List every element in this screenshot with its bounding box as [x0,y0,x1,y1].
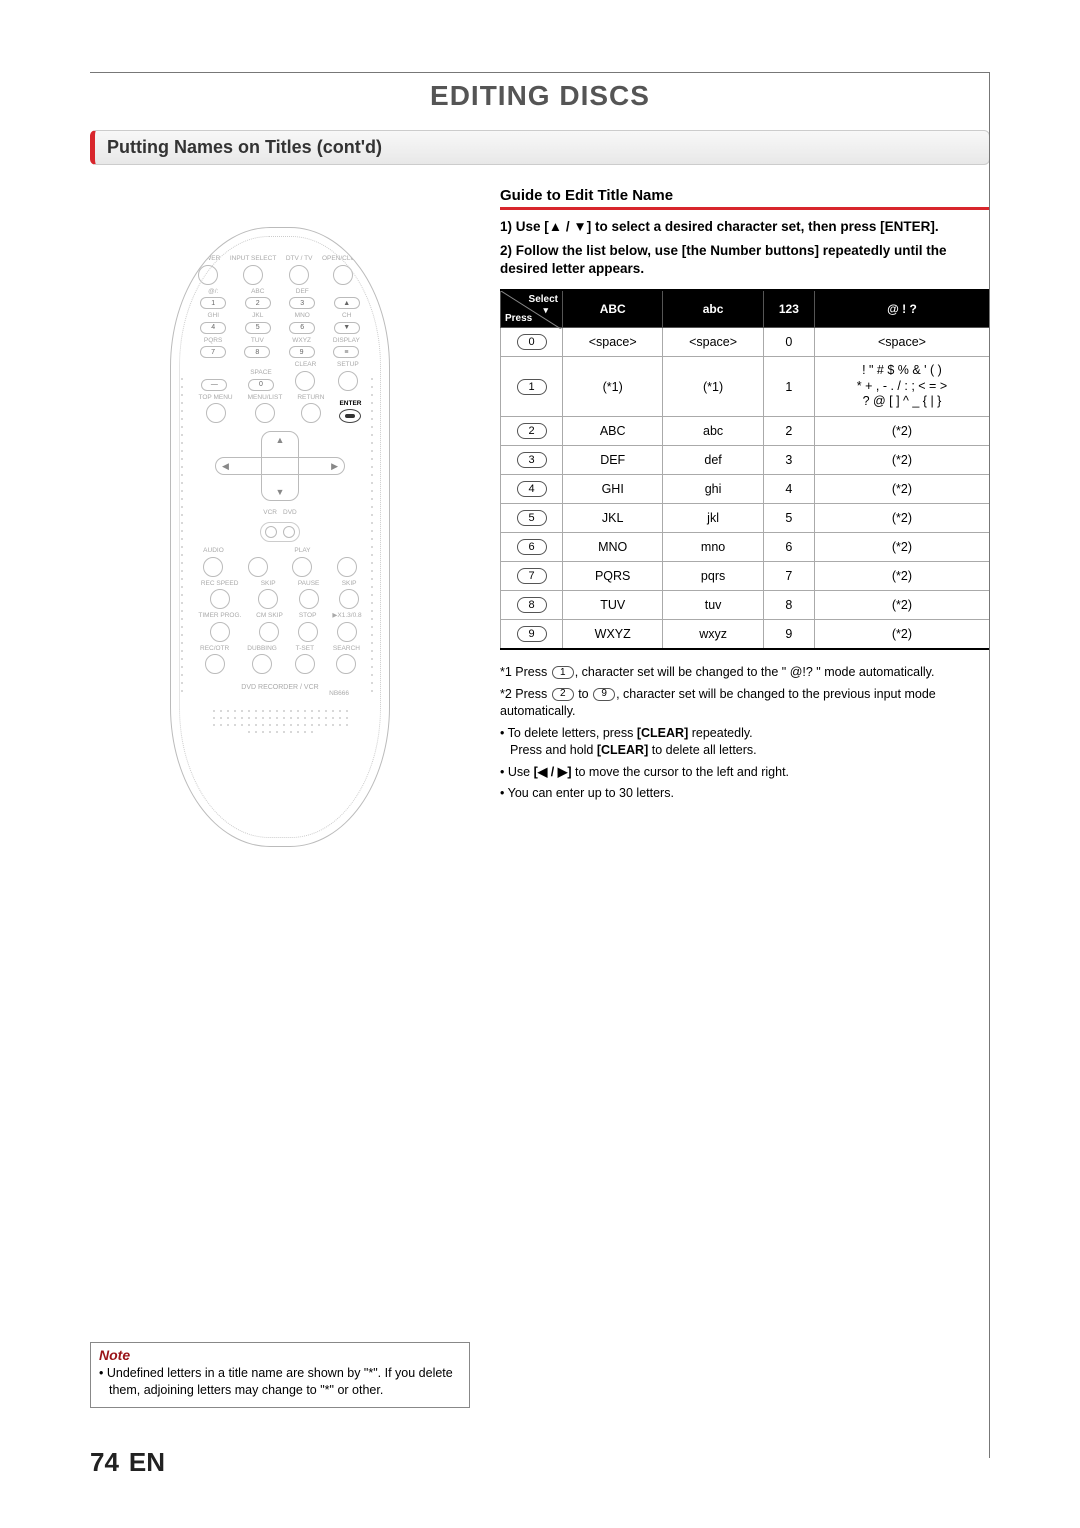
key-2-icon: 2 [552,688,574,701]
table-row: 6MNOmno6(*2) [501,533,990,562]
note-text: • Undefined letters in a title name are … [91,1365,469,1407]
remote-illustration: POWER INPUT SELECT DTV / TV OPEN/CLOSE @… [170,227,390,847]
table-cell: ! " # $ % & ' ( )* + , - . / : ; < = >? … [814,357,989,417]
table-cell: TUV [563,591,663,620]
table-cell: 3 [763,446,814,475]
table-cell: (*2) [814,591,989,620]
keycap-icon: 8 [517,597,547,613]
keycap-icon: 9 [517,626,547,642]
page-title: EDITING DISCS [90,80,990,112]
table-row: 1(*1)(*1)1! " # $ % & ' ( )* + , - . / :… [501,357,990,417]
remote-dots-left [181,378,189,692]
col-header: @ ! ? [814,290,989,328]
keycap-icon: 6 [517,539,547,555]
keycap-icon: 5 [517,510,547,526]
table-row: 7PQRSpqrs7(*2) [501,562,990,591]
table-diag-header: Select ▾ Press [501,290,563,328]
top-rule [90,72,990,73]
table-cell: 2 [763,417,814,446]
table-row: 0<space><space>0<space> [501,328,990,357]
table-cell: 9 [763,620,814,650]
keycap-icon: 7 [517,568,547,584]
table-cell: (*2) [814,417,989,446]
table-cell: (*2) [814,533,989,562]
table-cell: <space> [663,328,763,357]
table-cell: 8 [763,591,814,620]
keycap-icon: 3 [517,452,547,468]
table-cell: 7 [763,562,814,591]
key-9-icon: 9 [593,688,615,701]
table-cell: ABC [563,417,663,446]
table-cell: wxyz [663,620,763,650]
table-cell: (*2) [814,446,989,475]
table-cell: (*1) [563,357,663,417]
section-title: Putting Names on Titles (cont'd) [90,130,990,165]
table-cell: (*2) [814,504,989,533]
table-cell: 1 [763,357,814,417]
table-row: 9WXYZwxyz9(*2) [501,620,990,650]
table-cell: mno [663,533,763,562]
col-header: abc [663,290,763,328]
table-cell: JKL [563,504,663,533]
table-cell: def [663,446,763,475]
table-cell: jkl [663,504,763,533]
right-column: Guide to Edit Title Name 1) Use [▲ / ▼] … [500,187,990,847]
table-row: 8TUVtuv8(*2) [501,591,990,620]
down-arrow-icon: ▼ [573,219,586,234]
remote-dots-right [371,378,379,692]
table-cell: 6 [763,533,814,562]
dpad: ▲▼ ◀▶ [215,431,345,501]
table-cell: tuv [663,591,763,620]
table-cell: <space> [563,328,663,357]
up-arrow-icon: ▲ [549,219,562,234]
col-header: ABC [563,290,663,328]
key-1-icon: 1 [552,666,574,679]
table-cell: 5 [763,504,814,533]
left-column: POWER INPUT SELECT DTV / TV OPEN/CLOSE @… [90,187,470,847]
table-cell: PQRS [563,562,663,591]
character-table: Select ▾ Press ABC abc 123 @ ! ? 0<space… [500,289,990,650]
right-rule [989,72,990,1458]
note-box: Note • Undefined letters in a title name… [90,1342,470,1408]
table-cell: WXYZ [563,620,663,650]
footnotes: *1 Press 1, character set will be change… [500,664,990,803]
keycap-icon: 1 [517,379,547,395]
table-cell: DEF [563,446,663,475]
table-cell: (*2) [814,562,989,591]
guide-heading: Guide to Edit Title Name [500,187,990,210]
table-cell: (*2) [814,475,989,504]
table-row: 3DEFdef3(*2) [501,446,990,475]
table-row: 5JKLjkl5(*2) [501,504,990,533]
page-footer: 74 EN [90,1447,165,1478]
table-cell: GHI [563,475,663,504]
table-row: 2ABCabc2(*2) [501,417,990,446]
col-header: 123 [763,290,814,328]
table-row: 4GHIghi4(*2) [501,475,990,504]
note-title: Note [91,1343,469,1365]
table-cell: 4 [763,475,814,504]
table-cell: abc [663,417,763,446]
keycap-icon: 2 [517,423,547,439]
keycap-icon: 4 [517,481,547,497]
table-cell: (*2) [814,620,989,650]
table-cell: (*1) [663,357,763,417]
page-number: 74 [90,1447,119,1477]
table-cell: pqrs [663,562,763,591]
page-lang: EN [129,1447,165,1477]
table-cell: 0 [763,328,814,357]
instructions: 1) Use [▲ / ▼] to select a desired chara… [500,218,990,279]
table-cell: <space> [814,328,989,357]
table-cell: MNO [563,533,663,562]
table-cell: ghi [663,475,763,504]
keycap-icon: 0 [517,334,547,350]
